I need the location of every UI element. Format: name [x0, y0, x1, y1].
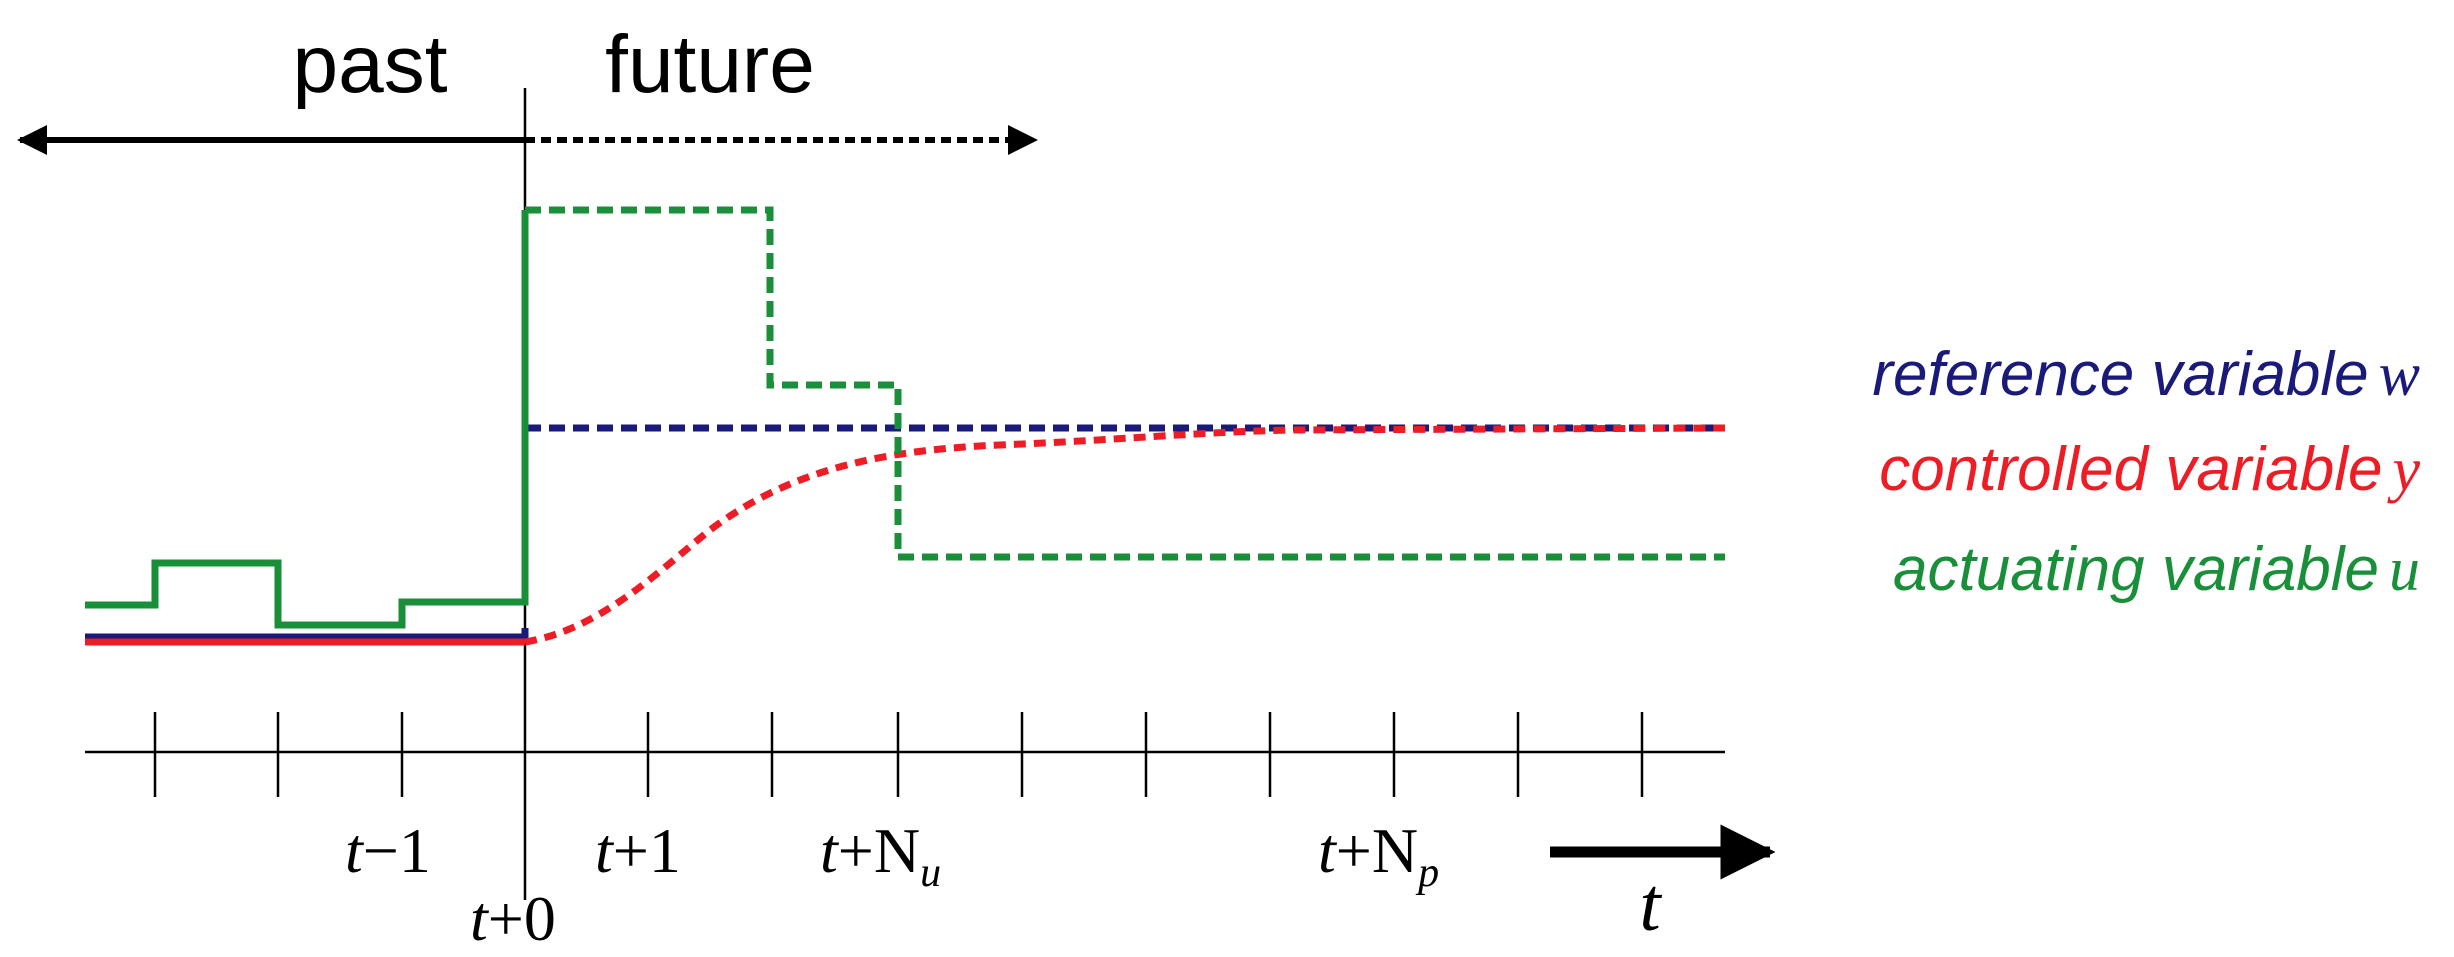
tick-label-t-plus-1: t+1 [595, 815, 681, 886]
time-axis-symbol: t [1639, 863, 1662, 947]
tick-label-t-minus-1: t−1 [345, 815, 431, 886]
past-label: past [293, 19, 448, 110]
tick-label-t-plus-0: t+0 [470, 883, 556, 954]
tick-label-t-plus-np: t+Np [1318, 815, 1439, 896]
reference-variable-label: reference variable w [1872, 340, 2420, 409]
controlled-future-curve [524, 424, 1726, 646]
time-axis-ticks [153, 712, 1644, 797]
tick-label-t-plus-nu: t+Nu [820, 815, 941, 896]
future-label: future [605, 19, 815, 110]
controlled-variable-label: controlled variable y [1879, 435, 2420, 504]
actuating-past-line [85, 210, 529, 629]
actuating-variable-label: actuating variable u [1893, 535, 2420, 604]
reference-past-line [85, 628, 529, 641]
actuating-future-line [525, 206, 1725, 561]
